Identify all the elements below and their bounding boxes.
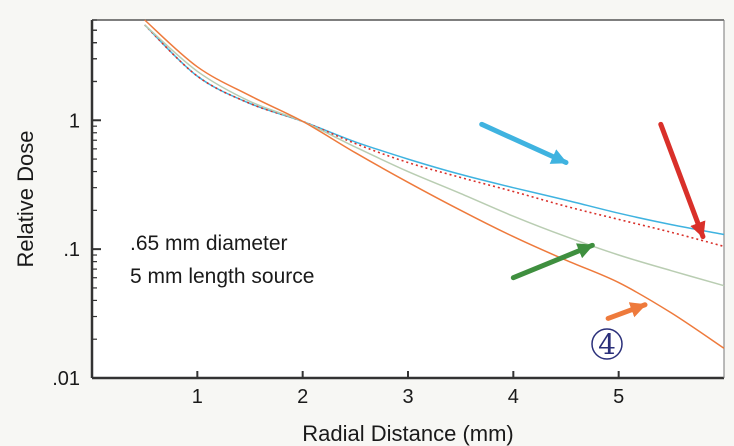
x-tick-label: 3 xyxy=(402,386,413,408)
series-line-3 xyxy=(144,24,725,287)
circled-number-ring xyxy=(591,328,623,360)
x-tick-label: 4 xyxy=(508,386,519,408)
x-tick-label: 2 xyxy=(297,386,308,408)
pointer-arrow-2 xyxy=(658,121,706,240)
x-tick-label: 5 xyxy=(613,386,624,408)
arrow-layer xyxy=(479,121,706,321)
annotation-source-diameter: .65 mm diameter xyxy=(130,232,288,255)
x-axis-title: Radial Distance (mm) xyxy=(302,421,514,446)
series-layer xyxy=(144,19,725,349)
series-line-1 xyxy=(144,24,725,236)
y-tick-label: 1 xyxy=(69,110,80,132)
annotation-source-length: 5 mm length source xyxy=(130,265,314,288)
pointer-arrow-4 xyxy=(605,302,648,321)
y-tick-label: .01 xyxy=(52,368,80,390)
circled-number: 4 xyxy=(591,328,623,361)
y-tick-label: .1 xyxy=(63,239,80,261)
circled-number-label: 4 xyxy=(598,328,616,361)
x-ticks: 1 2 3 4 5 xyxy=(192,371,624,408)
series-line-2 xyxy=(144,24,725,248)
pointer-arrow-1 xyxy=(479,121,569,166)
y-ticks: 1 .1 .01 xyxy=(52,19,101,390)
plot-background xyxy=(92,20,724,378)
pointer-arrow-3 xyxy=(510,242,595,281)
y-axis-title: Relative Dose xyxy=(13,131,38,268)
x-tick-label: 1 xyxy=(192,386,203,408)
series-line-4 xyxy=(144,19,725,349)
